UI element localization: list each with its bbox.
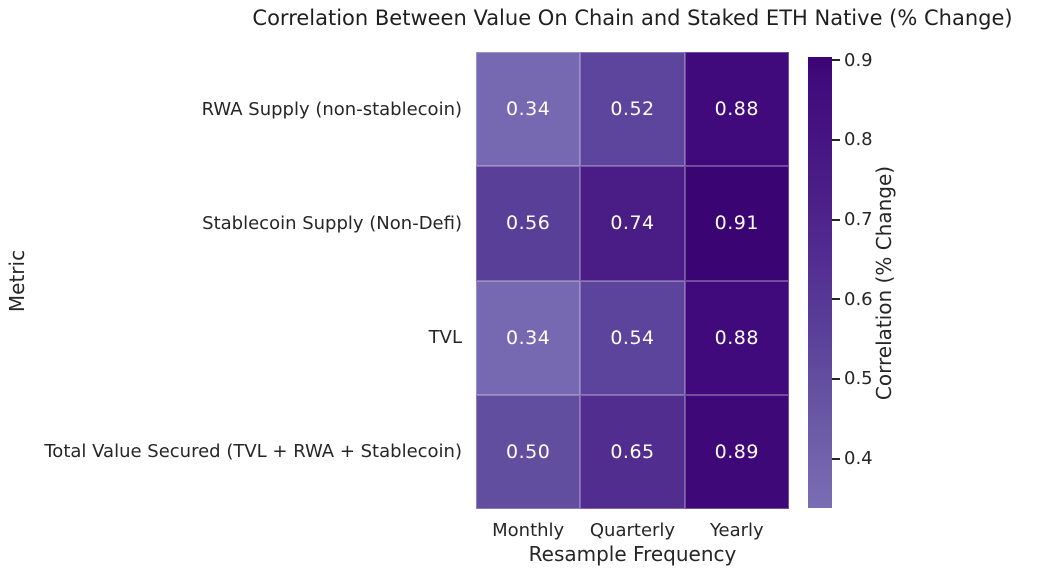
heatmap-cell-value: 0.56 (506, 212, 551, 235)
y-tick-label: Total Value Secured (TVL + RWA + Stablec… (44, 441, 462, 463)
heatmap-grid: 0.34 0.52 0.88 0.56 0.74 0.91 0.34 0.54 0.88 0.50… (476, 52, 789, 509)
heatmap-cell-value: 0.74 (610, 212, 655, 235)
heatmap-cell: 0.65 (580, 394, 685, 509)
heatmap-cell-value: 0.91 (714, 212, 759, 235)
colorbar-tick-label: 0.9 (844, 49, 873, 71)
heatmap-cell: 0.74 (580, 166, 685, 281)
colorbar-tick-mark (832, 298, 840, 301)
heatmap-cell-value: 0.34 (506, 98, 551, 121)
heatmap-cell: 0.56 (476, 166, 581, 281)
colorbar-tick-label: 0.8 (844, 129, 873, 151)
y-tick-label: TVL (428, 327, 462, 349)
x-axis-label-text: Resample Frequency (528, 542, 737, 566)
heatmap-cell-value: 0.65 (610, 440, 655, 463)
colorbar-tick-mark (832, 59, 840, 62)
colorbar-tick-mark (832, 218, 840, 221)
colorbar-gradient (808, 57, 832, 508)
chart-title: Correlation Between Value On Chain and S… (252, 6, 1012, 30)
heatmap-cell-value: 0.34 (506, 326, 551, 349)
heatmap-cell: 0.91 (684, 166, 789, 281)
colorbar-tick-label: 0.4 (844, 448, 873, 470)
heatmap-cell-value: 0.50 (506, 440, 551, 463)
heatmap-cell: 0.34 (476, 52, 581, 167)
heatmap-cell: 0.50 (476, 394, 581, 509)
colorbar-tick-mark (832, 457, 840, 460)
heatmap-cell: 0.88 (684, 52, 789, 167)
heatmap-cell: 0.88 (684, 280, 789, 395)
colorbar-tick-label: 0.6 (844, 288, 873, 310)
colorbar-tick-mark (832, 138, 840, 141)
heatmap-cell: 0.89 (684, 394, 789, 509)
x-axis-label: Resample Frequency (476, 542, 789, 566)
colorbar-tick-mark (832, 377, 840, 380)
x-tick-label: Quarterly (589, 519, 676, 541)
heatmap-cell: 0.34 (476, 280, 581, 395)
heatmap-cell-value: 0.52 (610, 98, 655, 121)
colorbar-label: Correlation (% Change) (872, 165, 896, 401)
heatmap-cell-value: 0.88 (714, 326, 759, 349)
heatmap-cell: 0.54 (580, 280, 685, 395)
heatmap-cell-value: 0.54 (610, 326, 655, 349)
chart-title-text: Correlation Between Value On Chain and S… (252, 6, 1013, 30)
x-tick-label: Monthly (492, 519, 565, 541)
y-tick-label: RWA Supply (non-stablecoin) (201, 98, 462, 120)
y-tick-label: Stablecoin Supply (Non-Defi) (202, 212, 462, 234)
heatmap-cell-value: 0.88 (714, 98, 759, 121)
heatmap-cell: 0.52 (580, 52, 685, 167)
colorbar-tick-label: 0.7 (844, 209, 873, 231)
x-tick-label: Yearly (709, 519, 764, 541)
heatmap-cell-value: 0.89 (714, 440, 759, 463)
colorbar-tick-label: 0.5 (844, 368, 873, 390)
